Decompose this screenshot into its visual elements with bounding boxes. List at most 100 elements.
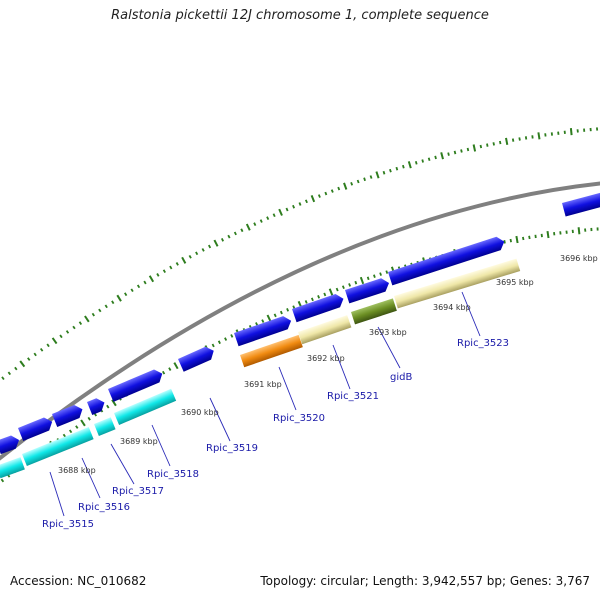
minor-tick [509, 238, 512, 243]
major-tick [407, 161, 412, 169]
minor-tick [356, 179, 360, 184]
minor-tick [87, 416, 91, 421]
forward-strand-genes [0, 192, 600, 455]
gene-arrow [345, 278, 390, 304]
kbp-label: 3693 kbp [369, 328, 407, 337]
minor-tick [292, 204, 296, 209]
kbp-label: 3690 kbp [181, 408, 219, 417]
minor-tick [253, 222, 257, 226]
major-tick [343, 182, 348, 190]
minor-tick [220, 238, 225, 242]
minor-tick [201, 248, 205, 252]
gene-label: Rpic_3519 [206, 443, 258, 454]
major-tick [181, 256, 187, 264]
minor-tick [389, 168, 392, 173]
gene-label: Rpic_3523 [457, 338, 509, 349]
minor-tick [227, 234, 231, 239]
minor-tick [1, 376, 5, 381]
gene-arrow [388, 236, 505, 286]
major-tick [375, 171, 380, 179]
major-tick [577, 227, 581, 235]
major-tick [328, 288, 334, 296]
minor-tick [106, 404, 110, 409]
major-tick [213, 239, 219, 247]
leader-line [461, 291, 481, 337]
leader-line [332, 344, 351, 390]
kbp-label: 3696 kbp [560, 254, 598, 263]
major-tick [111, 399, 117, 407]
minor-tick [124, 292, 128, 297]
minor-tick [528, 235, 531, 240]
gene-arrow [18, 417, 53, 441]
gene-label: gidB [390, 372, 412, 383]
minor-tick [7, 371, 12, 376]
minor-tick [286, 308, 290, 312]
gene-name-labels: Rpic_3515 Rpic_3516 Rpic_3517 Rpic_3518 … [42, 338, 509, 530]
gene-bar-cyan [0, 457, 25, 479]
minor-tick [518, 137, 521, 141]
minor-tick [195, 251, 199, 256]
minor-tick [224, 337, 228, 341]
minor-tick [354, 280, 358, 285]
minor-tick [33, 352, 37, 357]
minor-tick [503, 240, 506, 244]
reverse-strand-genes [0, 258, 521, 479]
kbp-label: 3694 kbp [433, 303, 471, 312]
major-tick [440, 152, 444, 160]
minor-tick [335, 287, 339, 292]
major-tick [546, 230, 550, 239]
minor-tick [395, 166, 399, 171]
minor-tick [522, 236, 525, 241]
gene-label: Rpic_3517 [112, 486, 164, 497]
minor-tick [59, 334, 63, 339]
major-tick [505, 137, 509, 145]
major-tick [569, 128, 573, 136]
minor-tick [62, 433, 67, 438]
minor-tick [466, 147, 470, 152]
minor-tick [168, 367, 172, 371]
major-tick [515, 235, 519, 244]
minor-tick [492, 142, 495, 146]
outer-tick-ring [1, 127, 599, 381]
minor-tick [304, 199, 308, 204]
minor-tick [217, 340, 221, 345]
minor-tick [230, 334, 234, 338]
leader-line [209, 397, 231, 442]
minor-tick [143, 280, 147, 285]
minor-tick [479, 144, 483, 149]
leader-line [81, 457, 101, 499]
minor-tick [46, 343, 50, 348]
leader-line [278, 366, 297, 411]
gene-label: Rpic_3515 [42, 519, 94, 530]
minor-tick [259, 219, 263, 223]
major-tick [173, 362, 179, 370]
minor-tick [14, 366, 18, 371]
major-tick [148, 275, 155, 283]
minor-tick [414, 161, 418, 165]
minor-tick [273, 313, 277, 318]
major-tick [310, 195, 316, 203]
minor-tick [208, 244, 212, 249]
minor-tick [240, 228, 244, 233]
major-tick [116, 294, 122, 302]
minor-tick [298, 202, 302, 206]
minor-tick [447, 152, 450, 156]
minor-tick [261, 319, 265, 323]
gene-leader-lines [49, 291, 481, 517]
map-title: Ralstonia pickettii 12J chromosome 1, co… [111, 8, 489, 23]
major-tick [80, 419, 86, 427]
minor-tick [39, 347, 44, 352]
minor-tick [337, 186, 341, 191]
gene-arrow [562, 192, 600, 217]
minor-tick [104, 304, 108, 309]
minor-tick [233, 231, 237, 236]
minor-tick [91, 312, 95, 317]
minor-tick [369, 175, 373, 179]
gene-label: Rpic_3518 [147, 469, 199, 480]
minor-tick [156, 273, 160, 277]
minor-tick [324, 191, 328, 196]
major-tick [51, 337, 58, 345]
kbp-scale-labels: 3688 kbp 3689 kbp 3690 kbp 3691 kbp 3692… [58, 254, 598, 475]
minor-tick [366, 276, 370, 281]
major-tick [84, 315, 90, 323]
